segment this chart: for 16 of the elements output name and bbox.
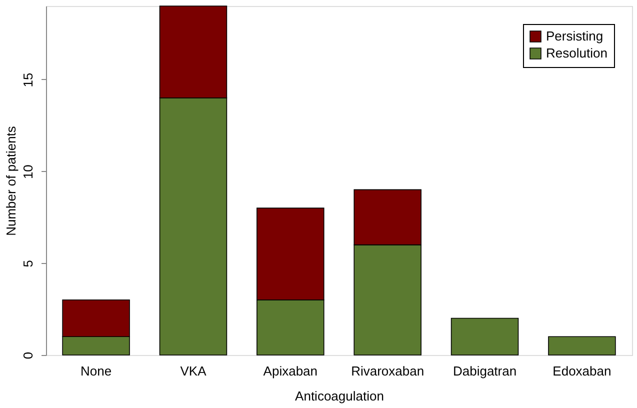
y-tick-label: 15	[20, 72, 36, 88]
legend-label: Persisting	[546, 28, 604, 44]
x-tick-label: Rivaroxaban	[351, 364, 424, 378]
x-axis-title: Anticoagulation	[295, 388, 384, 404]
y-tick-label: 5	[20, 260, 36, 268]
legend-label: Resolution	[546, 46, 608, 60]
y-tick-label: 0	[20, 352, 36, 360]
x-tick-label: Apixaban	[263, 364, 318, 378]
x-tick-label: None	[80, 364, 112, 378]
x-tick-label: Dabigatran	[452, 364, 517, 378]
y-axis-title: Number of patients	[4, 126, 18, 236]
bar	[450, 318, 519, 356]
bar	[548, 336, 616, 356]
y-tick-label: 10	[20, 164, 36, 180]
x-tick-label: VKA	[180, 364, 207, 378]
x-tick-label: Edoxaban	[552, 364, 612, 378]
